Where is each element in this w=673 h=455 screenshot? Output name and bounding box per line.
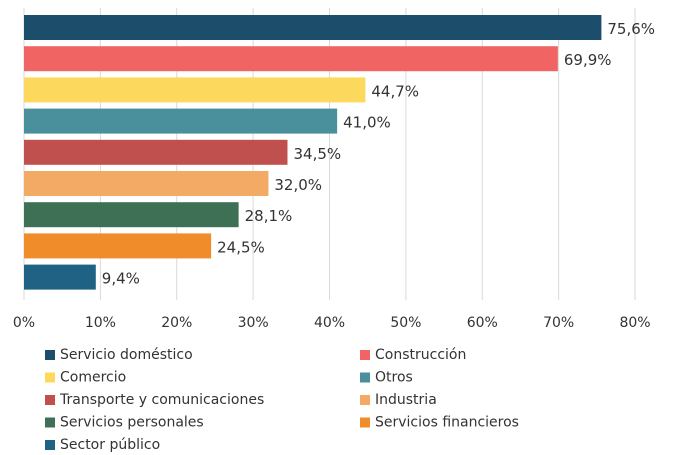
bar [24,46,558,72]
value-label: 24,5% [217,238,265,256]
x-tick-label: 30% [238,315,269,331]
x-tick-label: 20% [161,315,192,331]
bar [24,77,366,103]
legend-swatch [45,440,55,450]
value-label: 69,9% [564,51,612,69]
legend-swatch [360,350,370,360]
x-tick-label: 60% [467,315,498,331]
bar [24,202,239,228]
value-label: 41,0% [343,114,391,132]
x-tick-label: 0% [13,315,35,331]
value-label: 44,7% [371,82,419,100]
bar [24,15,602,40]
bar [24,264,96,290]
bar [24,171,269,196]
legend-swatch [45,395,55,405]
legend-label: Comercio [60,370,126,386]
x-tick-label: 40% [314,315,345,331]
legend-swatch [45,372,55,383]
legend-label: Transporte y comunicaciones [59,392,264,408]
value-label: 28,1% [245,207,293,225]
x-tick-label: 70% [543,315,574,331]
x-tick-label: 50% [390,315,421,331]
legend-swatch [360,395,370,405]
bar [24,108,338,134]
legend-label: Sector público [60,437,160,453]
legend-label: Servicios personales [60,415,204,431]
legend-label: Industria [375,392,437,408]
bar [24,233,212,259]
legend-label: Otros [375,370,413,386]
value-label: 75,6% [607,20,655,38]
value-label: 9,4% [102,270,140,288]
legend-label: Servicio doméstico [60,347,193,363]
legend-swatch [360,417,370,428]
legend-label: Servicios financieros [375,415,519,431]
value-label: 32,0% [274,176,322,194]
legend-swatch [360,372,370,383]
legend-swatch [45,417,55,428]
value-label: 34,5% [293,145,341,163]
x-tick-label: 80% [619,315,650,331]
legend-swatch [45,350,55,360]
legend-label: Construcción [375,347,466,363]
bar [24,139,288,165]
x-tick-label: 10% [85,315,116,331]
